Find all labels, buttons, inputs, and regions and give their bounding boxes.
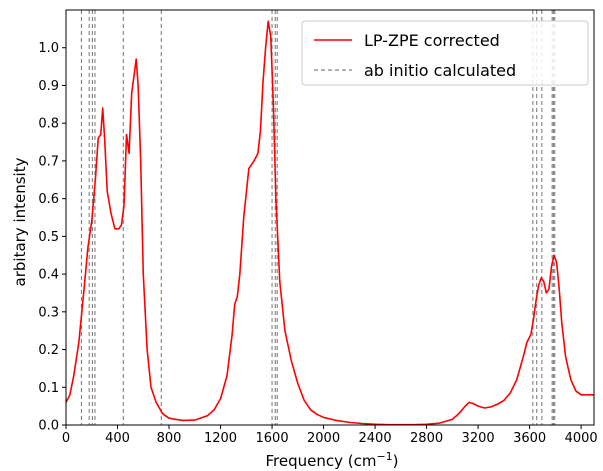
x-axis-label-text: Frequency (cm [265,452,376,470]
y-tick-label: 0.5 [38,230,59,245]
x-tick-label: 400 [105,431,130,446]
x-tick-label: 1200 [204,431,237,446]
x-axis-label-close: ) [393,452,399,470]
y-tick-label: 0.2 [38,343,59,358]
legend-label-lp-zpe-corrected: LP-ZPE corrected [364,31,500,50]
plot-frame [65,9,595,426]
x-tick-label: 2000 [307,431,340,446]
x-tick-label: 800 [157,431,182,446]
y-tick-label: 0.9 [38,79,59,94]
y-tick-label: 0.0 [38,419,59,434]
y-tick-label: 0.6 [38,192,59,207]
x-tick-label: 2800 [410,431,443,446]
y-tick-label: 0.7 [38,154,59,169]
x-tick-label: 2400 [359,431,392,446]
legend: LP-ZPE corrected ab initio calculated [301,20,589,86]
y-tick-label: 0.4 [38,268,59,283]
x-tick-label: 4000 [565,431,598,446]
lp-zpe-corrected-line [65,20,594,426]
y-tick-label: 1.0 [38,41,59,56]
y-tick-label: 0.3 [38,305,59,320]
legend-label-ab-initio-calculated: ab initio calculated [364,61,516,80]
y-axis-ticks: 0.0 0.1 0.2 0.3 0.4 0.5 0.6 0.7 0.8 0.9 1.0 [38,41,66,434]
y-axis-label: arbitary intensity [11,157,29,286]
x-axis-label-superscript: −1 [376,450,392,463]
x-tick-label: 3600 [513,431,546,446]
x-tick-label: 0 [62,431,70,446]
x-tick-label: 3200 [462,431,495,446]
y-tick-label: 0.8 [38,117,59,132]
x-axis-label: Frequency (cm−1) [265,450,398,470]
x-tick-label: 1600 [256,431,289,446]
y-tick-label: 0.1 [38,381,59,396]
legend-box [301,20,589,86]
plot-area [65,10,594,426]
x-axis-ticks: 0 400 800 1200 1600 2000 2400 2800 3200 3600 4000 [62,425,598,446]
vlines-group [80,10,556,425]
